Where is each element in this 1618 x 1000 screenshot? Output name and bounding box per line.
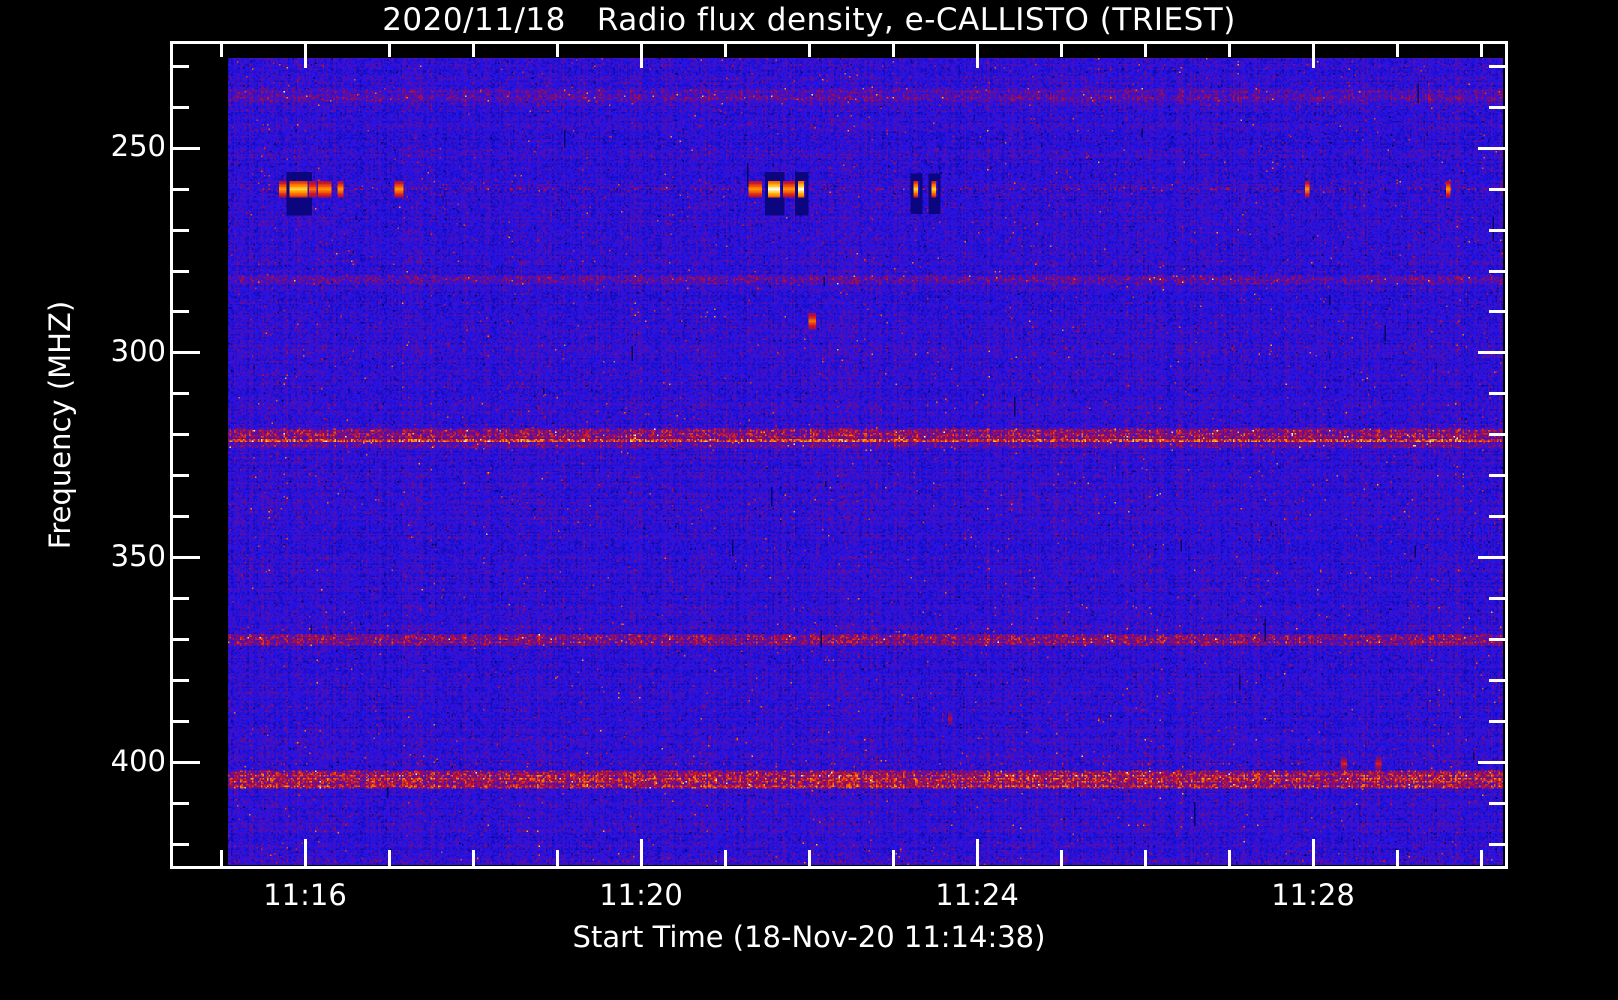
- page-title: 2020/11/18 Radio flux density, e-CALLIST…: [382, 2, 1236, 38]
- x-tick-top-221: [219, 41, 223, 57]
- y-tick-right-420: [1489, 843, 1505, 847]
- x-tick-389: [387, 850, 391, 866]
- y-tick-400: [173, 761, 200, 765]
- y-tick-280: [173, 269, 189, 273]
- x-tick-977: [975, 839, 979, 866]
- y-tick-420: [173, 843, 189, 847]
- y-tick-right-300: [1478, 351, 1505, 355]
- y-tick-label-250: 250: [110, 129, 166, 164]
- x-tick-top-473: [471, 41, 475, 57]
- x-tick-top-557: [555, 41, 559, 57]
- y-tick-270: [173, 228, 189, 232]
- x-tick-top-1481: [1479, 41, 1483, 57]
- y-tick-right-280: [1489, 269, 1505, 273]
- y-tick-410: [173, 802, 189, 806]
- y-tick-right-410: [1489, 802, 1505, 806]
- y-tick-230: [173, 64, 189, 68]
- y-tick-right-330: [1489, 474, 1505, 478]
- y-tick-310: [173, 392, 189, 396]
- x-tick-809: [807, 850, 811, 866]
- x-tick-1145: [1143, 850, 1147, 866]
- y-tick-right-250: [1478, 146, 1505, 150]
- x-tick-top-809: [807, 41, 811, 57]
- x-tick-1313: [1311, 839, 1315, 866]
- y-tick-right-400: [1478, 761, 1505, 765]
- y-tick-340: [173, 515, 189, 519]
- spectrogram-raster: [228, 58, 1503, 865]
- x-tick-641: [639, 839, 643, 866]
- x-tick-557: [555, 850, 559, 866]
- x-tick-top-389: [387, 41, 391, 57]
- y-tick-right-340: [1489, 515, 1505, 519]
- y-tick-330: [173, 474, 189, 478]
- y-tick-360: [173, 597, 189, 601]
- y-tick-370: [173, 638, 189, 642]
- x-tick-top-1145: [1143, 41, 1147, 57]
- y-tick-350: [173, 556, 200, 560]
- y-tick-right-270: [1489, 228, 1505, 232]
- x-tick-1397: [1395, 850, 1399, 866]
- x-tick-221: [219, 850, 223, 866]
- x-tick-top-1397: [1395, 41, 1399, 57]
- x-tick-893: [891, 850, 895, 866]
- y-tick-label-300: 300: [110, 333, 166, 368]
- y-tick-right-290: [1489, 310, 1505, 314]
- x-tick-label-11:20: 11:20: [599, 878, 683, 912]
- spectrogram-canvas: [228, 58, 1503, 865]
- y-tick-380: [173, 679, 189, 683]
- y-tick-right-320: [1489, 433, 1505, 437]
- y-tick-right-370: [1489, 638, 1505, 642]
- x-tick-top-977: [975, 41, 979, 68]
- x-tick-305: [303, 839, 307, 866]
- y-tick-300: [173, 351, 200, 355]
- y-tick-right-390: [1489, 720, 1505, 724]
- x-tick-top-641: [639, 41, 643, 68]
- y-tick-right-230: [1489, 64, 1505, 68]
- y-axis-title: Frequency (MHZ): [43, 300, 77, 550]
- y-tick-250: [173, 146, 200, 150]
- x-tick-1481: [1479, 850, 1483, 866]
- x-tick-top-305: [303, 41, 307, 68]
- y-tick-240: [173, 105, 189, 109]
- y-tick-320: [173, 433, 189, 437]
- y-tick-label-400: 400: [110, 743, 166, 778]
- x-tick-1229: [1227, 850, 1231, 866]
- y-tick-right-240: [1489, 105, 1505, 109]
- y-tick-290: [173, 310, 189, 314]
- y-tick-right-260: [1489, 187, 1505, 191]
- y-tick-label-350: 350: [110, 538, 166, 573]
- y-tick-right-350: [1478, 556, 1505, 560]
- y-tick-right-360: [1489, 597, 1505, 601]
- x-tick-473: [471, 850, 475, 866]
- x-tick-top-1229: [1227, 41, 1231, 57]
- y-tick-right-310: [1489, 392, 1505, 396]
- y-tick-right-380: [1489, 679, 1505, 683]
- x-tick-label-11:28: 11:28: [1271, 878, 1355, 912]
- x-tick-725: [723, 850, 727, 866]
- x-tick-top-725: [723, 41, 727, 57]
- x-tick-top-1061: [1059, 41, 1063, 57]
- y-tick-390: [173, 720, 189, 724]
- x-tick-1061: [1059, 850, 1063, 866]
- x-tick-label-11:16: 11:16: [263, 878, 347, 912]
- x-tick-top-893: [891, 41, 895, 57]
- x-axis-title: Start Time (18-Nov-20 11:14:38): [572, 920, 1046, 954]
- x-tick-top-1313: [1311, 41, 1315, 68]
- x-tick-label-11:24: 11:24: [935, 878, 1019, 912]
- y-tick-260: [173, 187, 189, 191]
